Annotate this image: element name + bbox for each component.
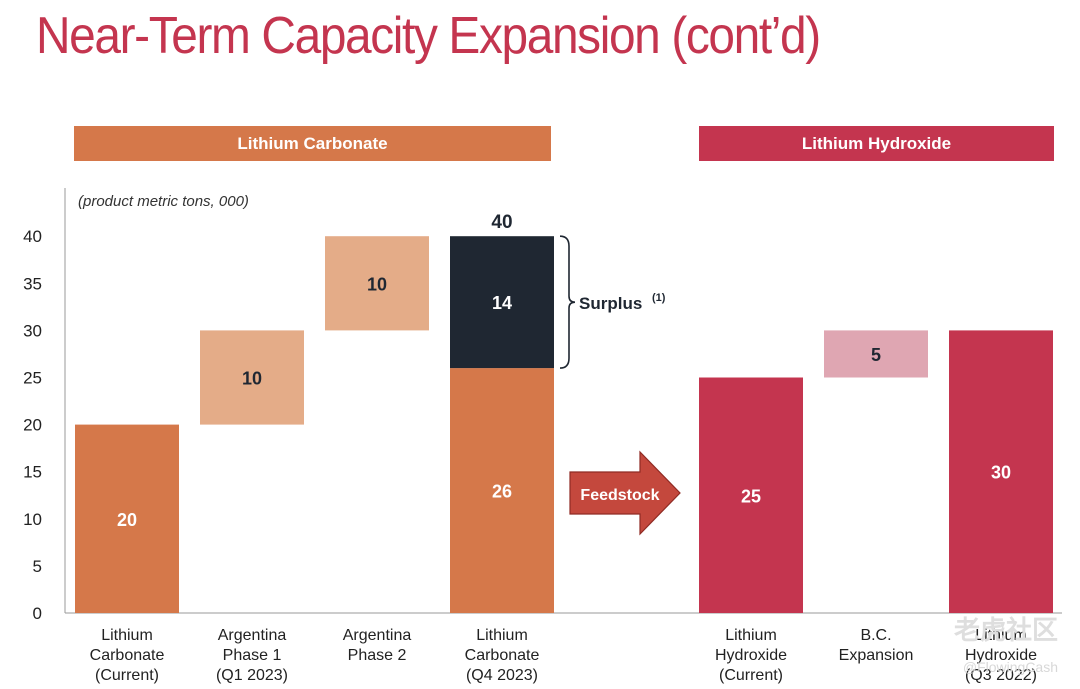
page-title: Near-Term Capacity Expansion (cont’d) (36, 7, 821, 65)
bar (325, 236, 429, 331)
x-category-label: B.C. (860, 627, 891, 644)
y-tick-label: 30 (23, 321, 42, 340)
bar-value-label: 26 (492, 482, 512, 502)
y-tick-label: 25 (23, 369, 42, 388)
x-category-label: Lithium (725, 627, 777, 644)
bar (450, 236, 554, 369)
bar (824, 330, 928, 378)
x-category-label: (Q4 2023) (466, 667, 538, 684)
x-category-label: (Q1 2023) (216, 667, 288, 684)
feedstock-arrow-label: Feedstock (580, 487, 659, 504)
watermark-text: @FlowingCash (962, 659, 1058, 675)
bar (75, 424, 179, 613)
x-category-label: Hydroxide (965, 647, 1037, 664)
y-tick-label: 20 (23, 416, 42, 435)
bar-value-label: 25 (741, 486, 761, 506)
bar-value-label: 14 (492, 293, 512, 313)
bar-value-label: 10 (242, 369, 262, 389)
surplus-brace (559, 235, 576, 369)
x-category-label: Carbonate (465, 647, 540, 664)
surplus-footnote-marker: (1) (652, 292, 666, 304)
bar-value-label: 30 (991, 463, 1011, 483)
bar-value-label: 5 (871, 345, 881, 365)
x-category-label: Phase 1 (223, 647, 282, 664)
section-header-lithium-carbonate: Lithium Carbonate (74, 126, 551, 161)
y-tick-label: 10 (23, 510, 42, 529)
bar (450, 368, 554, 613)
x-category-label: Argentina (343, 627, 412, 644)
y-tick-label: 40 (23, 227, 42, 246)
feedstock-arrow-shape (569, 450, 681, 536)
total-label: 40 (491, 212, 512, 233)
x-category-label: (Q3 2022) (965, 667, 1037, 684)
x-category-label: Expansion (839, 647, 914, 664)
unit-note: (product metric tons, 000) (78, 193, 249, 210)
x-category-label: Lithium (975, 627, 1027, 644)
x-category-label: (Current) (719, 667, 783, 684)
x-category-label: Phase 2 (348, 647, 407, 664)
bar (699, 377, 803, 613)
x-category-label: Lithium (101, 627, 153, 644)
y-tick-label: 35 (23, 274, 42, 293)
bar-value-label: 20 (117, 510, 137, 530)
surplus-label: Surplus (579, 294, 642, 313)
x-category-label: Hydroxide (715, 647, 787, 664)
y-tick-label: 0 (33, 604, 42, 623)
bar-value-label: 10 (367, 274, 387, 294)
bar (200, 330, 304, 425)
y-tick-label: 15 (23, 463, 42, 482)
y-tick-label: 5 (33, 557, 42, 576)
section-header-lithium-hydroxide: Lithium Hydroxide (699, 126, 1054, 161)
x-category-label: Lithium (476, 627, 528, 644)
x-category-label: (Current) (95, 667, 159, 684)
bar (949, 330, 1053, 613)
x-category-label: Argentina (218, 627, 287, 644)
watermark-logo-text: 老虎社区 (953, 615, 1058, 645)
x-category-label: Carbonate (90, 647, 165, 664)
